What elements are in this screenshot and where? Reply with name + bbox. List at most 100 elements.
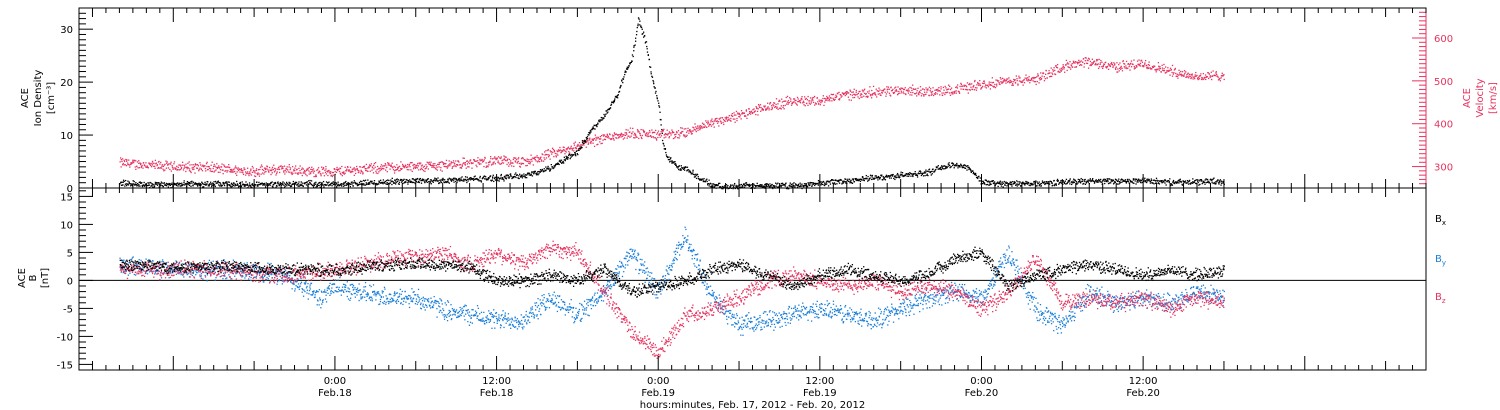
velocity-point [638,131,640,133]
velocity-point [229,166,231,169]
velocity-point [1189,73,1191,76]
velocity-point [1151,65,1154,68]
velocity-point [317,172,319,174]
velocity-point [575,146,577,149]
velocity-point [631,133,633,135]
velocity-point [617,137,620,139]
density-point [184,184,186,186]
velocity-point [149,163,151,165]
density-point [1174,182,1176,185]
density-point [204,181,206,184]
velocity-point [876,96,878,98]
density-point [255,184,257,186]
velocity-point [567,147,569,149]
velocity-point [557,149,560,151]
density-point [371,182,373,184]
density-point [311,183,313,186]
density-point [1172,179,1175,182]
velocity-point [1157,68,1159,70]
velocity-point [1163,63,1165,66]
density-point [678,168,680,171]
velocity-point [1087,67,1090,69]
density-point [748,183,750,186]
density-point [771,183,773,186]
velocity-point [1158,65,1160,67]
by-point [123,265,125,268]
velocity-point [860,93,862,95]
velocity-point [189,164,191,166]
velocity-point [402,164,404,167]
velocity-point [242,172,244,174]
density-point [153,184,155,186]
velocity-point [943,89,945,91]
density-point [328,185,330,187]
velocity-point [502,162,505,164]
density-point [697,177,700,180]
density-point [1035,185,1037,187]
density-point [263,182,266,185]
density-point [1026,182,1028,185]
velocity-point [288,164,290,166]
density-point [319,186,321,188]
velocity-point [145,162,147,164]
velocity-point [859,90,861,93]
velocity-point [877,93,879,95]
density-point [151,183,154,185]
density-point [317,184,319,186]
density-point [1052,184,1054,186]
density-point [944,168,946,170]
velocity-point [903,88,906,91]
velocity-point [911,89,913,92]
velocity-point [382,167,384,170]
velocity-point [241,171,243,173]
velocity-point [231,171,234,173]
density-point [404,181,406,183]
density-point [1152,179,1154,181]
density-point [554,164,557,166]
density-point [798,183,800,185]
velocity-point [917,87,919,89]
density-point [208,185,210,187]
density-point [938,168,940,170]
velocity-point [471,167,473,169]
density-point [262,184,264,186]
velocity-point [1111,61,1113,64]
velocity-point [794,102,797,104]
velocity-point [706,126,708,129]
density-point [154,181,157,184]
velocity-point [635,136,637,138]
velocity-point [515,159,518,161]
density-point [1110,182,1112,184]
density-point [840,179,842,181]
velocity-point [913,88,915,90]
velocity-point [809,97,812,99]
density-point [218,181,220,184]
velocity-point [414,164,416,166]
velocity-point [372,164,375,167]
velocity-point [415,166,418,168]
density-point [1009,183,1012,186]
velocity-point [237,168,239,170]
velocity-point [998,81,1000,84]
velocity-point [178,164,180,166]
density-point [674,163,677,165]
velocity-point [678,133,680,136]
velocity-point [1128,64,1131,66]
density-point [1221,180,1223,183]
density-point [121,181,123,183]
velocity-point [655,139,658,141]
density-point [1166,180,1169,182]
density-point [450,180,453,182]
density-point [842,182,845,184]
velocity-point [991,77,993,79]
velocity-point [215,169,217,171]
density-point [469,177,471,179]
density-point [397,179,400,181]
density-point [464,178,466,181]
velocity-point [417,162,419,165]
density-point [558,160,561,162]
velocity-point [728,118,730,120]
density-point [901,172,904,174]
velocity-point [320,173,322,175]
density-point [498,177,500,179]
